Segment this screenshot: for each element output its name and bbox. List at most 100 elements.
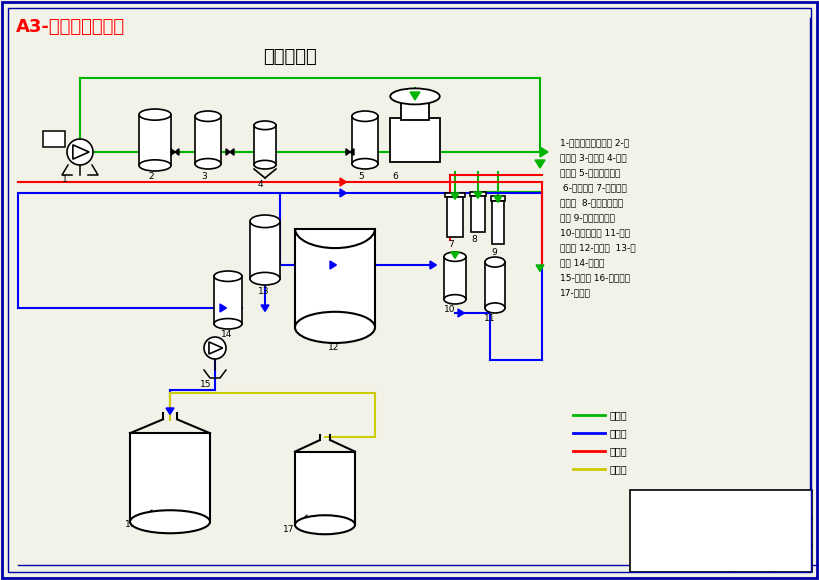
Ellipse shape: [214, 318, 242, 329]
Bar: [447, 197, 463, 237]
Ellipse shape: [250, 215, 280, 227]
Ellipse shape: [295, 312, 375, 343]
Bar: [390, 118, 440, 162]
Text: 滤器 9-发酵分过滤器: 滤器 9-发酵分过滤器: [560, 213, 615, 222]
Text: 7: 7: [448, 240, 454, 249]
Polygon shape: [166, 408, 174, 414]
Polygon shape: [171, 149, 175, 155]
Polygon shape: [410, 92, 420, 100]
Polygon shape: [474, 192, 482, 198]
Text: 制图: 制图: [651, 499, 665, 509]
Polygon shape: [330, 261, 337, 269]
Polygon shape: [458, 309, 464, 317]
Text: 6-装置方向 7-级空气分: 6-装置方向 7-级空气分: [560, 183, 627, 192]
Bar: [492, 201, 504, 244]
Polygon shape: [261, 305, 269, 311]
Ellipse shape: [254, 160, 276, 169]
Polygon shape: [430, 261, 437, 269]
Ellipse shape: [195, 111, 221, 121]
Text: 14: 14: [221, 330, 233, 339]
Polygon shape: [451, 193, 459, 200]
Bar: [444, 257, 466, 299]
Text: A3-设备工艺流程图: A3-设备工艺流程图: [16, 18, 125, 36]
Text: 16: 16: [125, 520, 137, 529]
Bar: [446, 193, 464, 197]
Ellipse shape: [444, 295, 466, 304]
Circle shape: [204, 337, 226, 359]
Text: 8: 8: [471, 235, 477, 244]
Polygon shape: [73, 145, 89, 159]
Text: 5: 5: [358, 172, 364, 181]
Polygon shape: [535, 160, 545, 168]
Polygon shape: [350, 149, 354, 155]
Text: 物料线: 物料线: [610, 428, 627, 438]
Polygon shape: [451, 252, 459, 259]
Ellipse shape: [352, 158, 378, 169]
Bar: [195, 116, 221, 164]
Ellipse shape: [195, 158, 221, 169]
Text: 气储桶 3-冷却器 4-旋风: 气储桶 3-冷却器 4-旋风: [560, 153, 627, 162]
Bar: [295, 452, 355, 525]
Text: 2: 2: [148, 172, 154, 181]
Bar: [471, 196, 485, 232]
Text: 9: 9: [491, 248, 497, 257]
Text: 比例: 比例: [651, 553, 665, 563]
Bar: [630, 490, 812, 572]
Text: 1: 1: [790, 553, 797, 563]
Text: 12: 12: [328, 343, 339, 352]
Ellipse shape: [390, 88, 440, 104]
Text: 17-提取罐: 17-提取罐: [560, 288, 590, 297]
Text: 17: 17: [283, 525, 295, 534]
Text: 1: 1: [62, 175, 68, 184]
Ellipse shape: [352, 111, 378, 121]
Text: 10: 10: [444, 305, 455, 314]
Polygon shape: [540, 147, 548, 157]
Ellipse shape: [130, 510, 210, 533]
Text: 蒸汽线: 蒸汽线: [610, 446, 627, 456]
Polygon shape: [536, 265, 544, 271]
Bar: [250, 222, 280, 279]
Ellipse shape: [139, 109, 171, 120]
Bar: [43, 131, 65, 147]
Polygon shape: [494, 196, 502, 202]
Bar: [352, 116, 378, 164]
Ellipse shape: [139, 160, 171, 171]
Text: 工艺流程图: 工艺流程图: [754, 519, 792, 531]
Polygon shape: [230, 149, 234, 155]
Circle shape: [67, 139, 93, 165]
Bar: [254, 125, 276, 165]
Bar: [295, 229, 375, 327]
Text: 过滤器  8-二级精予分过: 过滤器 8-二级精予分过: [560, 198, 623, 207]
Bar: [401, 96, 429, 121]
Bar: [469, 192, 486, 196]
Polygon shape: [220, 304, 226, 312]
Text: 10-一级精予罐 11-二级: 10-一级精予罐 11-二级: [560, 228, 630, 237]
Ellipse shape: [254, 121, 276, 130]
Bar: [491, 196, 505, 201]
Ellipse shape: [250, 273, 280, 285]
Text: 13: 13: [258, 287, 269, 296]
Bar: [130, 433, 210, 522]
Polygon shape: [340, 178, 346, 186]
Text: 工艺流程图: 工艺流程图: [263, 48, 317, 66]
Text: 精子罐 12-发酵罐  13-补: 精子罐 12-发酵罐 13-补: [560, 243, 636, 252]
Text: 15: 15: [200, 380, 211, 389]
Polygon shape: [346, 149, 350, 155]
Polygon shape: [209, 342, 223, 354]
Polygon shape: [226, 149, 230, 155]
Ellipse shape: [295, 515, 355, 534]
Bar: [214, 276, 242, 324]
Bar: [485, 262, 505, 308]
Text: 料罐 14-配料罐: 料罐 14-配料罐: [560, 258, 604, 267]
Text: 4: 4: [258, 180, 264, 189]
Text: 审核: 审核: [651, 526, 665, 536]
Text: 产品线: 产品线: [610, 464, 627, 474]
Bar: [139, 115, 171, 165]
Text: 6: 6: [392, 172, 398, 181]
Ellipse shape: [485, 303, 505, 313]
Text: 空气线: 空气线: [610, 410, 627, 420]
Polygon shape: [340, 189, 346, 197]
Text: 分离器 5-空气总过滤器: 分离器 5-空气总过滤器: [560, 168, 620, 177]
Text: 15-离心泵 16-发酵储罐: 15-离心泵 16-发酵储罐: [560, 273, 630, 282]
Polygon shape: [175, 149, 179, 155]
